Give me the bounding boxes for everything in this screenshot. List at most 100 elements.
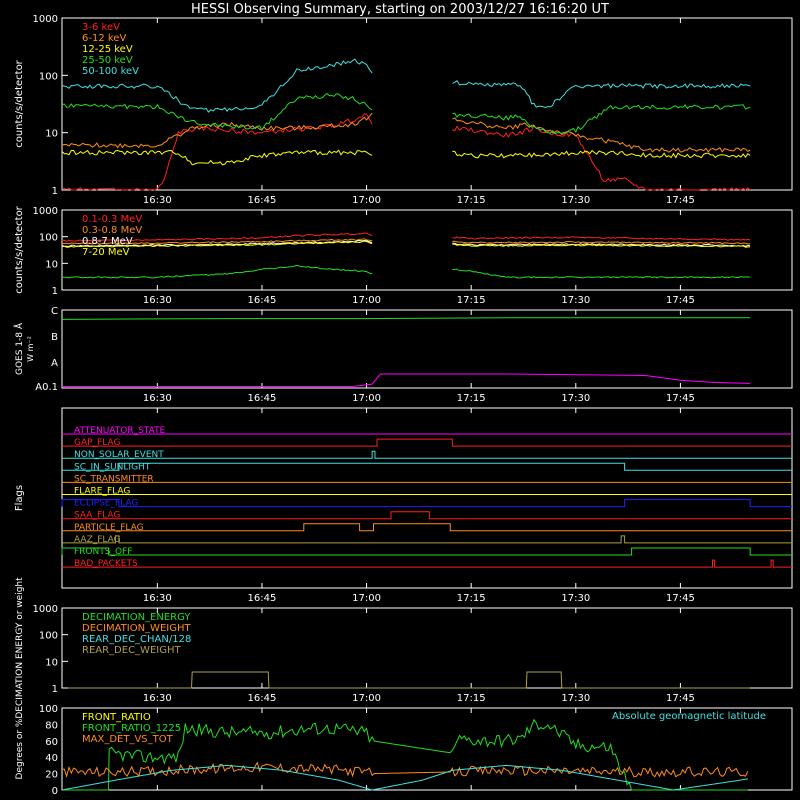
x-tick-label: 16:45: [248, 693, 277, 704]
series-50-100-kev: [61, 58, 373, 113]
legend-entry: 0.3-0.8 MeV: [82, 225, 142, 236]
chart-title: HESSI Observing Summary, starting on 200…: [191, 2, 609, 17]
legend-entry: 0.1-0.3 MeV: [82, 214, 142, 225]
x-tick-label: 16:45: [248, 195, 277, 206]
y-tick-label: 100: [39, 631, 58, 642]
y-tick-label: 40: [45, 753, 58, 764]
y-tick-label: 60: [45, 737, 58, 748]
y-tick-label: 1000: [33, 14, 58, 25]
flag-line-bad-packets: [62, 559, 792, 568]
lo-energy-frame: [61, 17, 793, 191]
x-tick-label: 17:30: [561, 295, 590, 306]
legend-entry: 3-6 keV: [82, 22, 120, 33]
flag-label: PARTICLE_FLAG: [74, 523, 144, 533]
series-12-25-kev: [61, 149, 373, 166]
x-tick-label: 16:45: [248, 295, 277, 306]
x-tick-label: 17:45: [666, 593, 695, 604]
flag-line-particle-flag: [62, 523, 792, 532]
series-0-8-7-mev: [61, 240, 373, 248]
series-3-6-kev: [61, 113, 373, 191]
legend-entry: REAR_DEC_WEIGHT: [82, 645, 181, 656]
x-tick-label: 16:30: [143, 295, 172, 306]
y-axis-label: counts/s/detector: [14, 205, 25, 293]
hi-energy-frame: [61, 209, 793, 291]
x-tick-label: 16:30: [143, 195, 172, 206]
series-6-12-kev: [61, 112, 373, 149]
x-tick-label: 17:00: [352, 593, 381, 604]
ratio-series-absolute-geomagnetic-latitude: [61, 764, 748, 791]
y-axis-label: Degrees or %: [15, 718, 25, 779]
geomag-annotation: Absolute geomagnetic latitude: [612, 711, 766, 722]
x-tick-label: 17:00: [352, 295, 381, 306]
ratio-series-front-ratio-1225: [62, 718, 748, 791]
flag-line-gap-flag: [62, 438, 792, 447]
x-tick-label: 17:45: [666, 393, 695, 404]
series-0-1-0-3-mev: [61, 232, 373, 242]
y-tick-label: A: [51, 358, 58, 369]
y-tick-label: 100: [39, 233, 58, 244]
x-tick-label: 17:30: [561, 593, 590, 604]
x-tick-label: 17:30: [561, 693, 590, 704]
legend-entry: REAR_DEC_CHAN/128: [82, 634, 191, 645]
y-axis-label: DECIMATION ENERGY or weight: [15, 577, 25, 719]
series-7-20-mev: [61, 240, 373, 248]
y-tick-label: B: [51, 332, 58, 343]
x-tick-label: 17:15: [457, 393, 486, 404]
x-tick-label: 17:45: [666, 295, 695, 306]
legend-entry: FRONT_RATIO_1225: [82, 723, 181, 734]
y-tick-label: 1: [52, 286, 58, 297]
x-tick-label: 17:00: [352, 693, 381, 704]
x-tick-label: 17:00: [352, 195, 381, 206]
goes-series: [62, 373, 751, 387]
flag-label: BAD_PACKETS: [74, 559, 138, 569]
y-tick-label: 20: [45, 770, 58, 781]
y-axis-label: counts/s/detector: [14, 59, 25, 147]
flag-line-eclipse-flag: [61, 499, 792, 508]
flag-label: SAA_FLAG: [74, 511, 120, 521]
goes-frame: [61, 309, 793, 389]
flag-label: AAZ_FLAG: [74, 535, 121, 545]
flag-line-non-solar-event: [62, 450, 792, 459]
series-green: [61, 264, 373, 279]
series-50-100-kev: [452, 79, 751, 109]
y-tick-label: 10: [45, 657, 58, 668]
flags-frame: [61, 407, 793, 589]
goes-series: [61, 317, 751, 320]
legend-entry: 0.8-7 MeV: [82, 236, 133, 247]
flag-line-sc-in-sunlight: [62, 462, 792, 471]
y-tick-label: 80: [45, 720, 58, 731]
y-axis-label: Flags: [14, 485, 25, 511]
legend-entry: 12-25 keV: [82, 44, 133, 55]
ratios-frame: [61, 707, 793, 791]
series-3-6-kev: [452, 125, 751, 191]
legend-entry: 50-100 keV: [82, 66, 139, 77]
y-tick-label: 1000: [33, 206, 58, 217]
flag-label: FLARE_FLAG: [74, 487, 130, 497]
y-tick-label: 1: [52, 186, 58, 197]
y-tick-label: 1000: [33, 604, 58, 615]
series-0-8-7-mev: [452, 242, 751, 247]
series-6-12-kev: [452, 117, 751, 153]
flag-label: NON_SOLAR_EVENT: [74, 450, 164, 460]
x-tick-label: 17:30: [561, 393, 590, 404]
x-tick-label: 17:15: [457, 295, 486, 306]
y-axis-unit: W m⁻²: [26, 336, 35, 362]
decimation-series: [62, 671, 751, 689]
y-tick-label: A0.1: [35, 382, 58, 393]
legend-entry: 6-12 keV: [82, 33, 126, 44]
series-7-20-mev: [452, 243, 751, 248]
x-tick-label: 16:45: [248, 593, 277, 604]
flag-line-aaz-flag: [62, 535, 792, 544]
y-tick-label: 10: [45, 129, 58, 140]
y-tick-label: 10: [45, 259, 58, 270]
legend-entry: DECIMATION_ENERGY: [82, 612, 191, 623]
x-tick-label: 16:30: [143, 693, 172, 704]
x-tick-label: 17:15: [457, 693, 486, 704]
y-tick-label: C: [51, 306, 58, 317]
y-tick-label: 100: [39, 704, 58, 715]
flag-label: FRONTS_OFF: [74, 547, 132, 557]
y-tick-label: 100: [39, 71, 58, 82]
series-0-3-0-8-mev: [61, 238, 373, 245]
ratio-series-max-det-vs-tot: [61, 761, 749, 779]
